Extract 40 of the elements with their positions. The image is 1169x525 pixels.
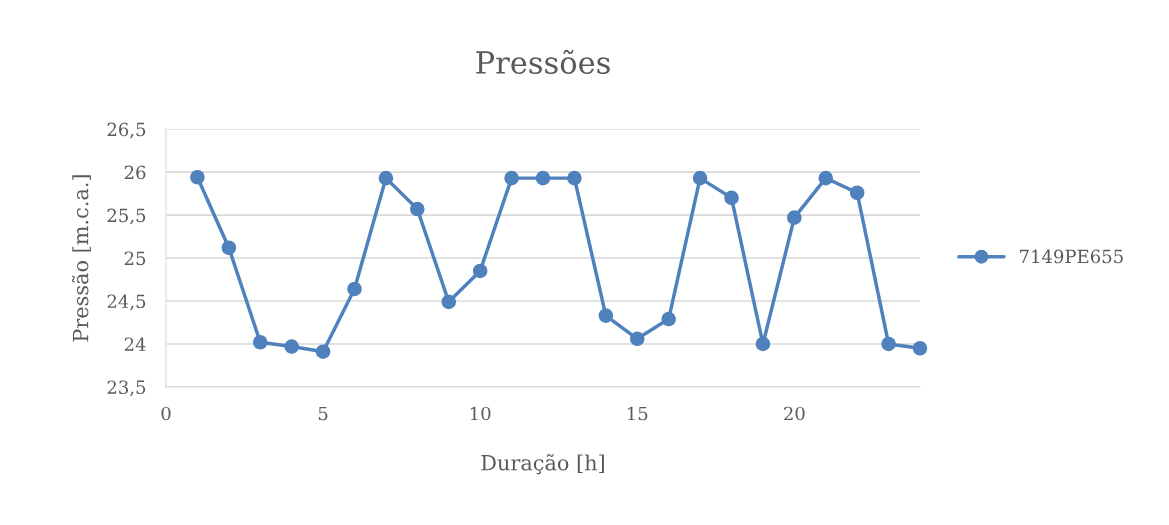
point xyxy=(567,170,582,186)
point xyxy=(472,263,488,279)
point xyxy=(252,334,268,350)
point xyxy=(410,201,425,217)
point xyxy=(692,170,708,186)
y-tick-label: 24,5 xyxy=(107,294,146,311)
point xyxy=(504,170,519,186)
point xyxy=(787,210,802,225)
x-tick-label: 0 xyxy=(161,406,171,421)
point xyxy=(441,294,457,310)
y-axis-title: Pressão [m.c.a.] xyxy=(71,175,91,342)
x-tick-label: 15 xyxy=(627,406,648,421)
point xyxy=(881,336,896,352)
y-tick-label: 26 xyxy=(124,165,146,180)
point xyxy=(724,190,739,206)
point xyxy=(755,336,771,352)
chart-title: Pressões xyxy=(476,49,610,75)
x-tick-label: 5 xyxy=(318,406,328,421)
x-axis-title: Duração [h] xyxy=(481,454,604,475)
y-tick-label: 25 xyxy=(124,251,146,266)
point xyxy=(818,170,834,186)
legend-label: 7149PE655 xyxy=(1019,249,1123,264)
point xyxy=(535,170,551,186)
point xyxy=(221,240,237,256)
y-tick-label: 24 xyxy=(124,337,146,351)
point xyxy=(190,169,205,185)
point xyxy=(912,340,928,356)
point xyxy=(629,331,645,347)
point xyxy=(378,170,394,186)
point xyxy=(598,308,614,323)
point xyxy=(315,344,331,359)
y-tick-label: 26,5 xyxy=(107,122,146,139)
x-tick-label: 20 xyxy=(784,406,805,421)
point xyxy=(347,281,362,297)
point xyxy=(284,339,299,354)
y-tick-label: 23,5 xyxy=(107,380,146,397)
point xyxy=(661,311,676,327)
point xyxy=(849,185,865,201)
y-tick-label: 25,5 xyxy=(107,208,146,225)
x-tick-label: 10 xyxy=(470,406,491,421)
